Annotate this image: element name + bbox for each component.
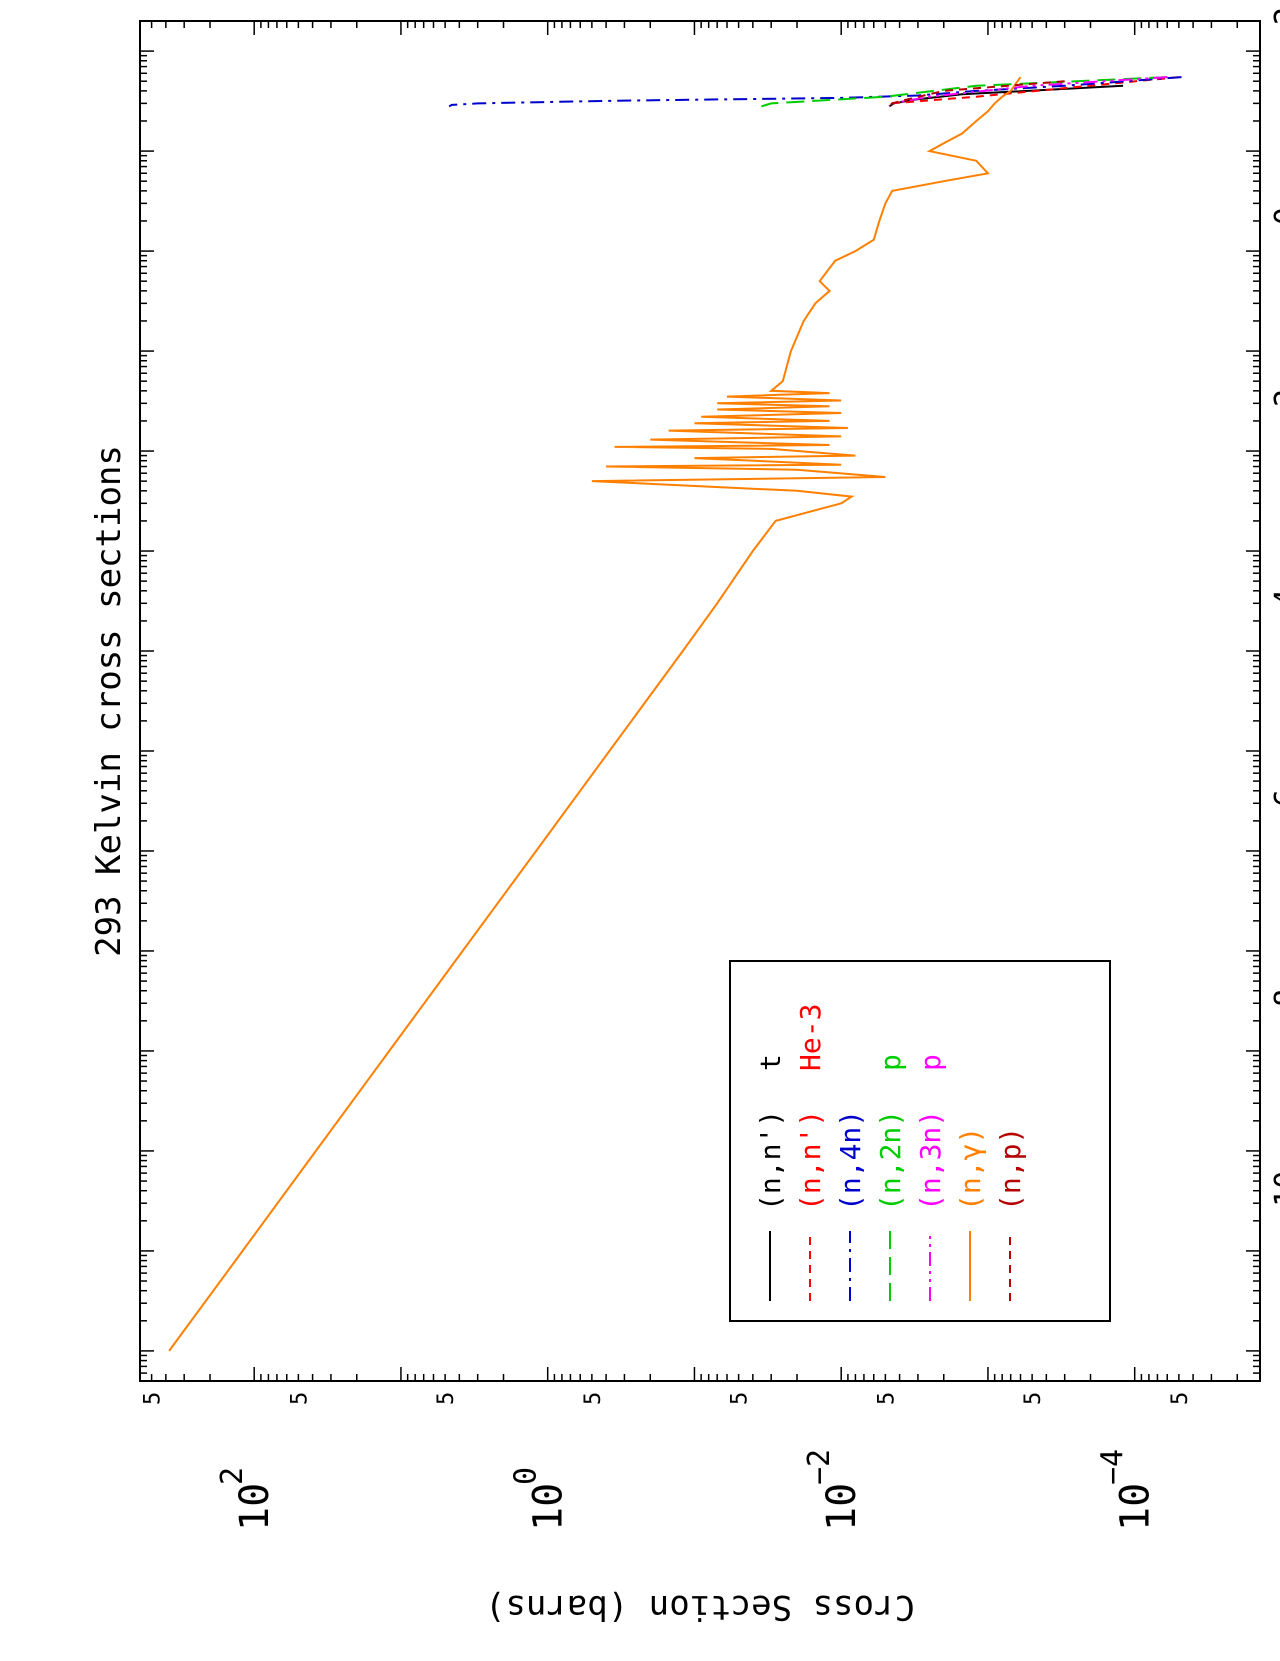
x-tick-label-exp: −2 (1269, 389, 1280, 425)
y-tick-label-exp: 0 (509, 1467, 544, 1485)
x-tick-label-exp: −10 (1269, 1171, 1280, 1225)
series-line (888, 76, 1179, 107)
y-tick-label-exp: −2 (802, 1449, 837, 1485)
series-line (761, 76, 1168, 108)
y-minor-label: 5 (434, 1392, 459, 1405)
plot-frame (139, 20, 1261, 1382)
series-line (888, 80, 1065, 108)
chart-title: 293 Kelvin cross sections (89, 445, 129, 957)
x-tick-label-exp: 0 (1269, 207, 1280, 225)
labels-layer: 10−1010−810−610−410−2100102310210010−210… (89, 7, 1280, 1627)
y-minor-label: 5 (581, 1392, 606, 1405)
y-axis-title: Cross Section (barns) (485, 1587, 915, 1627)
x-tick-label-exp: −8 (1269, 989, 1280, 1025)
series-line (888, 76, 1168, 108)
y-minor-label: 5 (874, 1392, 899, 1405)
y-tick-label: 10 (819, 1483, 865, 1531)
x-tick-label-exp: 2 (1269, 7, 1280, 25)
legend-label: (n,4n) (834, 1110, 867, 1211)
y-minor-label: 5 (728, 1392, 753, 1405)
legend: (n,n') t (n,n') He-3 (n,4n) (n,2n) p (n,3n) p (n,… (729, 960, 1111, 1322)
legend-suffix: He-3 (794, 1004, 827, 1071)
legend-suffix: p (874, 1054, 907, 1071)
y-tick-label-exp: −4 (1096, 1449, 1131, 1485)
series-layer (168, 76, 1182, 1352)
legend-suffix: p (914, 1054, 947, 1071)
legend-box (729, 960, 1111, 1322)
series-line (448, 76, 1182, 108)
plot-group: 10−1010−810−610−410−2100102310210010−210… (89, 7, 1280, 1627)
y-tick-label: 10 (232, 1483, 278, 1531)
y-minor-label: 5 (1021, 1392, 1046, 1405)
legend-label: (n,2n) (874, 1110, 907, 1211)
y-minor-label: 5 (141, 1392, 166, 1405)
axis-ticks (139, 20, 1260, 1382)
y-tick-label: 10 (1113, 1483, 1159, 1531)
x-tick-label-exp: −4 (1269, 589, 1280, 625)
x-tick-label-exp: −6 (1269, 789, 1280, 825)
legend-label: (n,3n) (914, 1110, 947, 1211)
legend-label: (n,p) (994, 1127, 1027, 1211)
legend-label: (n,n') (794, 1110, 827, 1211)
legend-suffix: t (754, 1054, 787, 1071)
y-minor-label: 5 (1168, 1392, 1193, 1405)
legend-label: (n,γ) (954, 1127, 987, 1211)
y-minor-label: 5 (287, 1392, 312, 1405)
legend-label: (n,n') (754, 1110, 787, 1211)
series-line (168, 76, 1022, 1352)
y-tick-label: 10 (526, 1483, 572, 1531)
y-tick-label-exp: 2 (215, 1467, 250, 1485)
